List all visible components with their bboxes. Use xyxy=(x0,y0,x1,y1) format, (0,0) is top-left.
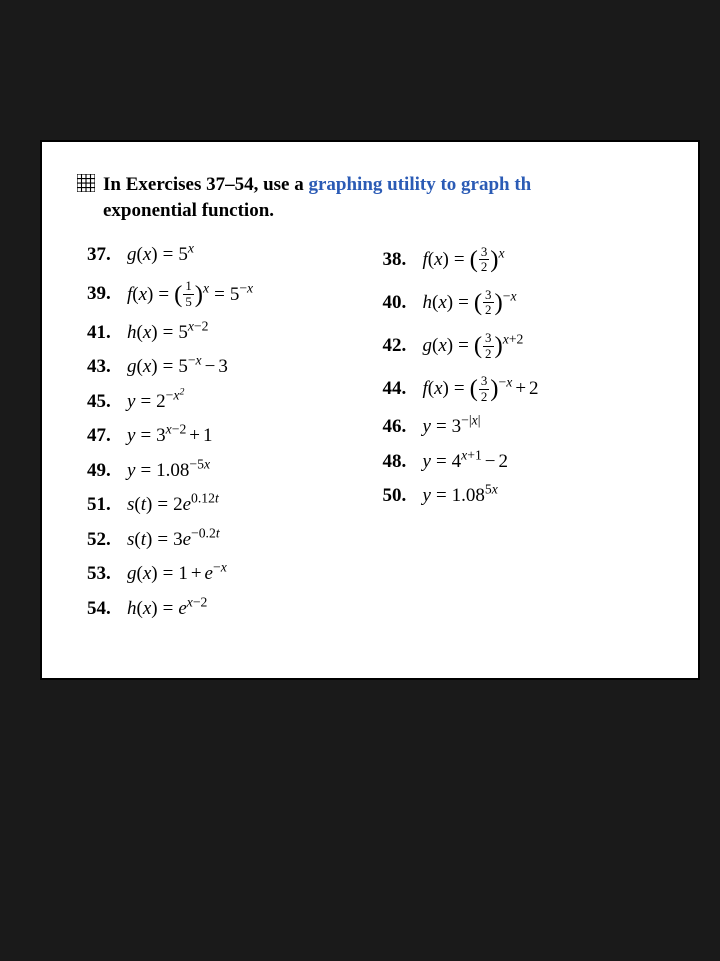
exercise-item: 39. f(x)=(15)x=5−x xyxy=(87,276,383,313)
exercise-expression: y=3x−2+1 xyxy=(127,422,213,451)
exercise-expression: y=1.085x xyxy=(423,482,498,511)
grid-icon xyxy=(77,174,95,192)
exercise-number: 53. xyxy=(87,560,119,589)
exercise-number: 49. xyxy=(87,457,119,486)
exercise-expression: f(x)=(15)x=5−x xyxy=(127,276,253,313)
exercise-expression: y=3−|x| xyxy=(423,413,481,442)
exercises-col-left: 37.g(x)=5x39.f(x)=(15)x=5−x41.h(x)=5x−24… xyxy=(87,241,383,623)
exercise-number: 48. xyxy=(383,448,415,477)
exercise-item: 40. h(x)=(32)−x xyxy=(383,284,679,321)
instruction-block: In Exercises 37–54, use a graphing utili… xyxy=(77,172,678,223)
exercise-item: 45. y=2−x2 xyxy=(87,388,383,417)
exercise-item: 48. y=4x+1−2 xyxy=(383,448,679,477)
exercise-expression: g(x)=5x xyxy=(127,241,194,270)
page-content: In Exercises 37–54, use a graphing utili… xyxy=(40,140,700,680)
exercise-number: 51. xyxy=(87,491,119,520)
exercise-number: 45. xyxy=(87,388,119,417)
exercise-item: 54. h(x)=ex−2 xyxy=(87,595,383,624)
exercise-number: 42. xyxy=(383,332,415,361)
instruction-highlight: graphing utility to graph th xyxy=(308,174,531,195)
exercise-number: 52. xyxy=(87,526,119,555)
exercise-number: 43. xyxy=(87,353,119,382)
exercise-item: 47. y=3x−2+1 xyxy=(87,422,383,451)
exercise-item: 53. g(x)=1+e−x xyxy=(87,560,383,589)
exercise-number: 50. xyxy=(383,482,415,511)
exercise-expression: h(x)=(32)−x xyxy=(423,284,517,321)
exercise-item: 42. g(x)=(32)x+2 xyxy=(383,327,679,364)
exercise-expression: g(x)=(32)x+2 xyxy=(423,327,524,364)
exercise-number: 38. xyxy=(383,246,415,275)
exercise-expression: y=2−x2 xyxy=(127,388,184,417)
exercise-number: 41. xyxy=(87,319,119,348)
exercise-item: 46. y=3−|x| xyxy=(383,413,679,442)
exercise-item: 43. g(x)=5−x−3 xyxy=(87,353,383,382)
exercise-number: 44. xyxy=(383,375,415,404)
exercise-number: 39. xyxy=(87,280,119,309)
instruction-line2: exponential function. xyxy=(103,200,274,221)
exercises-grid: 37.g(x)=5x39.f(x)=(15)x=5−x41.h(x)=5x−24… xyxy=(87,241,678,623)
exercise-expression: h(x)=ex−2 xyxy=(127,595,207,624)
exercise-item: 52. s(t)=3e−0.2t xyxy=(87,526,383,555)
exercise-number: 40. xyxy=(383,289,415,318)
exercise-expression: y=4x+1−2 xyxy=(423,448,509,477)
instruction-prefix: In Exercises 37–54, use a xyxy=(103,174,308,195)
exercise-expression: f(x)=(32)x xyxy=(423,241,505,278)
exercise-expression: s(t)=3e−0.2t xyxy=(127,526,220,555)
exercise-item: 41. h(x)=5x−2 xyxy=(87,319,383,348)
exercise-expression: g(x)=5−x−3 xyxy=(127,353,228,382)
exercise-item: 44. f(x)=(32)−x+2 xyxy=(383,370,679,407)
exercise-number: 54. xyxy=(87,595,119,624)
exercise-item: 38. f(x)=(32)x xyxy=(383,241,679,278)
exercise-number: 46. xyxy=(383,413,415,442)
exercise-expression: g(x)=1+e−x xyxy=(127,560,227,589)
exercise-expression: y=1.08−5x xyxy=(127,457,210,486)
exercises-col-right: 38. f(x)=(32)x 40. h(x)=(32)−x 42. g(x)=(32)x… xyxy=(383,241,679,623)
exercise-item: 50. y=1.085x xyxy=(383,482,679,511)
exercise-expression: f(x)=(32)−x+2 xyxy=(423,370,539,407)
exercise-item: 49. y=1.08−5x xyxy=(87,457,383,486)
exercise-number: 47. xyxy=(87,422,119,451)
exercise-expression: h(x)=5x−2 xyxy=(127,319,208,348)
exercise-item: 37. g(x)=5x xyxy=(87,241,383,270)
exercise-number: 37. xyxy=(87,241,119,270)
exercise-item: 51. s(t)=2e0.12t xyxy=(87,491,383,520)
exercise-expression: s(t)=2e0.12t xyxy=(127,491,219,520)
instruction-text: In Exercises 37–54, use a graphing utili… xyxy=(103,172,531,223)
